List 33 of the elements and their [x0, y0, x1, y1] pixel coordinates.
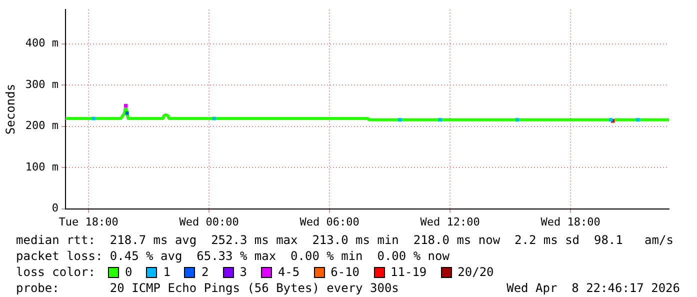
- x-tick-label: Tue 18:00: [58, 215, 118, 228]
- legend-title: loss color:: [16, 264, 96, 280]
- y-tick-label: 100 m: [25, 160, 59, 174]
- x-tick-label: Wed 18:00: [540, 215, 600, 228]
- legend-label: 4-5: [278, 264, 300, 280]
- point: [608, 118, 613, 122]
- point: [124, 104, 128, 108]
- legend-label: 0: [125, 264, 132, 280]
- y-axis-title: Seconds: [3, 84, 18, 134]
- y-tick-label: 300 m: [25, 78, 59, 91]
- legend-label: 6-10: [330, 264, 360, 280]
- legend-label: 20/20: [458, 264, 494, 280]
- x-tick-label: Wed 12:00: [420, 215, 480, 228]
- point: [636, 118, 640, 122]
- point: [516, 118, 520, 122]
- point: [125, 111, 129, 115]
- x-tick-label: Wed 06:00: [300, 215, 360, 228]
- point: [398, 118, 402, 122]
- legend-label: 1: [163, 264, 170, 280]
- text: Wed Apr 8 22:46:17 2026: [506, 280, 680, 296]
- legend-label: 2: [201, 264, 209, 280]
- point: [438, 118, 442, 122]
- legend-label: 11-19: [390, 264, 427, 280]
- point: [92, 116, 96, 120]
- x-tick-label: Wed 00:00: [179, 215, 239, 228]
- text: packet loss: 0.45 % avg 65.33 % max 0.00 % min 0.00 % now: [16, 248, 450, 264]
- text: probe: 20 ICMP Echo Pings (56 Bytes) every 300s: [16, 280, 399, 296]
- point: [212, 116, 216, 120]
- y-tick-label: 200 m: [25, 119, 59, 132]
- y-tick-label: 400 m: [25, 36, 59, 50]
- y-tick-label: 0: [52, 202, 59, 215]
- legend-label: 3: [240, 264, 247, 280]
- text: median rtt: 218.7 ms avg 252.3 ms max 213.0 ms min 218.0 ms now 2.2 ms sd 98.1 am/s: [16, 232, 674, 248]
